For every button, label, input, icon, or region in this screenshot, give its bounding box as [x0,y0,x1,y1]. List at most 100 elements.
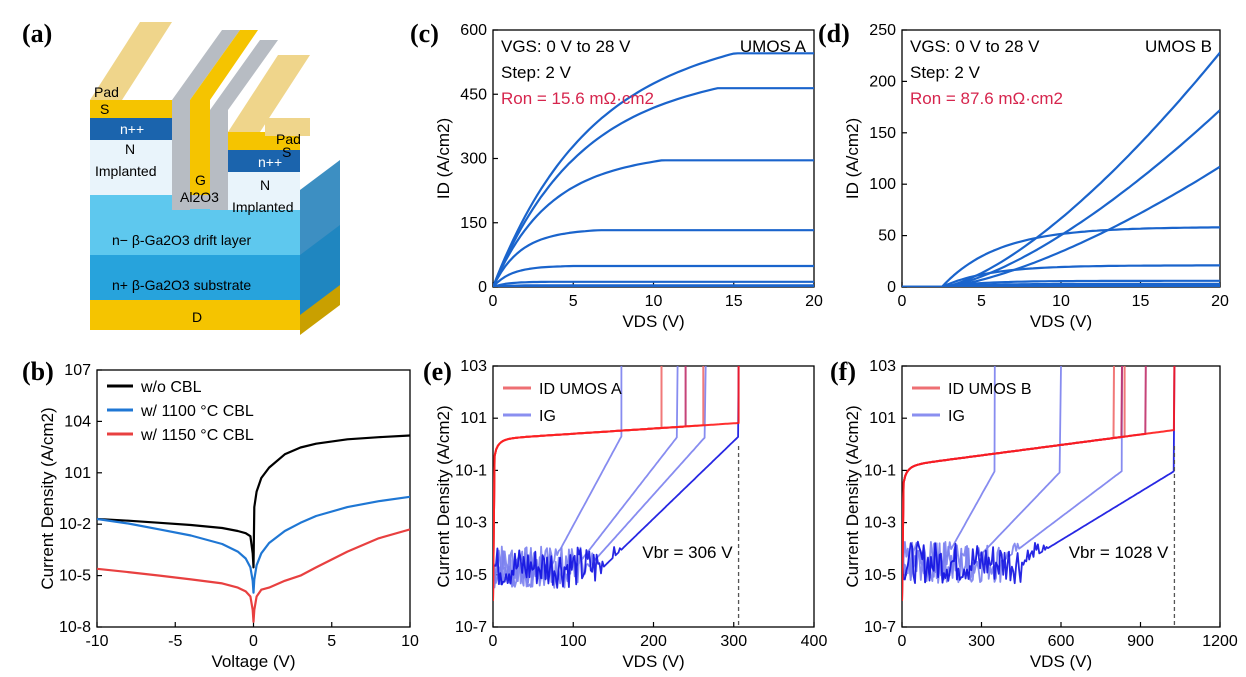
legend-label: IG [539,408,556,425]
y-tick-label: 10-5 [864,567,896,584]
pad-right [228,55,310,132]
x-tick-label: 300 [968,633,995,650]
x-tick-label: 0 [489,293,498,310]
y-axis-label: Current Density (A/cm2) [843,405,862,587]
n-label-left: N [125,141,135,157]
id-curve [493,366,740,601]
plot-frame-e [492,365,815,628]
y-tick-label: 104 [64,413,91,430]
x-axis-label: VDS (V) [1030,312,1092,331]
legend-label: IG [948,408,965,425]
y-tick-label: 150 [460,215,487,232]
x-axis-label: VDS (V) [1030,652,1092,671]
y-tick-label: 450 [460,86,487,103]
y-tick-label: 0 [478,279,487,296]
annotation-device: UMOS B [1145,37,1212,56]
x-tick-label: 0 [489,633,498,650]
chart-f-breakdown-umos-b: 0 300 600 900 1200 10-7 10-5 10-3 10-1 101 103 VDS … [843,358,1238,671]
y-tick-label: 103 [460,358,487,375]
ig-curve [493,366,740,589]
output-curve [493,159,814,287]
output-curve [493,87,814,287]
source-contact-right [228,132,300,150]
x-tick-label: 600 [1048,633,1075,650]
panel-label-e: (e) [423,357,452,386]
annotation-step: Step: 2 V [910,63,981,82]
oxide-left-wall [172,30,240,210]
oxide-bottom [172,195,228,209]
x-tick-label: 10 [645,293,663,310]
implanted-label-left: Implanted [95,163,156,179]
y-tick-label: 10-1 [455,462,487,479]
y-tick-label: 250 [869,22,896,39]
x-tick-label: 20 [1211,293,1229,310]
legend-label: w/ 1150 °C CBL [140,427,254,444]
x-tick-label: -10 [85,633,108,650]
y-tick-label: 101 [869,410,896,427]
panel-label-d: (d) [818,19,850,48]
x-axis-label: VDS (V) [622,312,684,331]
y-tick-label: 10-5 [455,567,487,584]
pad-left [90,22,172,100]
x-tick-label: 10 [1052,293,1070,310]
output-curve [493,229,814,287]
x-tick-label: 5 [977,293,986,310]
output-curve [493,52,814,287]
chart-c-output-umos-a: 0 5 10 15 20 0 150 300 450 600 VDS (V) ID (A/cm2) VG… [434,22,823,331]
legend-label: ID UMOS A [539,381,622,398]
panel-label-a: (a) [22,19,52,48]
source-contact-left [90,100,172,118]
y-tick-label: 10-7 [864,619,896,636]
x-tick-label: 300 [720,633,747,650]
pad-right-front [265,118,310,136]
ig-curve [902,366,1176,585]
gate-label: G [195,172,206,188]
annotation-step: Step: 2 V [501,63,572,82]
x-tick-label: 200 [640,633,667,650]
y-tick-label: 50 [878,228,896,245]
y-tick-label: 10-3 [455,515,487,532]
chart-b-jv: -10 -5 0 5 10 10-8 10-5 10-2 101 104 107 Voltage (V… [38,362,419,671]
id-curve [902,366,1176,601]
x-axis-label: VDS (V) [622,652,684,671]
vbr-label: Vbr = 306 V [642,543,733,562]
x-tick-label: 0 [898,633,907,650]
vbr-label: Vbr = 1028 V [1069,543,1169,562]
drift-label: n− β-Ga2O3 drift layer [112,232,252,248]
oxide-label: Al2O3 [180,189,219,205]
x-tick-label: 20 [805,293,823,310]
npp-layer-right [228,150,300,172]
y-tick-label: 101 [460,410,487,427]
annotation-device: UMOS A [740,37,807,56]
y-tick-label: 10-2 [59,516,91,533]
x-tick-label: 1200 [1202,633,1238,650]
x-tick-label: 0 [249,633,258,650]
series-line [97,528,410,623]
panel-label-b: (b) [22,357,54,386]
y-tick-label: 300 [460,151,487,168]
y-tick-label: 150 [869,125,896,142]
npp-label-left: n++ [120,121,144,137]
source-label-left: S [100,101,109,117]
y-tick-label: 107 [64,362,91,379]
npp-label-right: n++ [258,154,282,170]
y-tick-label: 101 [64,465,91,482]
y-tick-label: 100 [869,176,896,193]
x-tick-label: -5 [168,633,182,650]
n-implanted-left [90,140,172,195]
annotation-ron: Ron = 87.6 mΩ·cm2 [910,89,1063,108]
pad-label-right: Pad [276,131,301,147]
x-axis-label: Voltage (V) [211,652,295,671]
annotation-vgs: VGS: 0 V to 28 V [501,37,631,56]
output-curve [902,264,1220,287]
pad-label-left: Pad [94,84,119,100]
output-curve [493,280,814,287]
legend-label: w/o CBL [140,379,202,396]
output-curve [902,226,1220,287]
oxide-right-wall [210,40,278,210]
source-label-right: S [282,144,291,160]
y-tick-label: 200 [869,73,896,90]
